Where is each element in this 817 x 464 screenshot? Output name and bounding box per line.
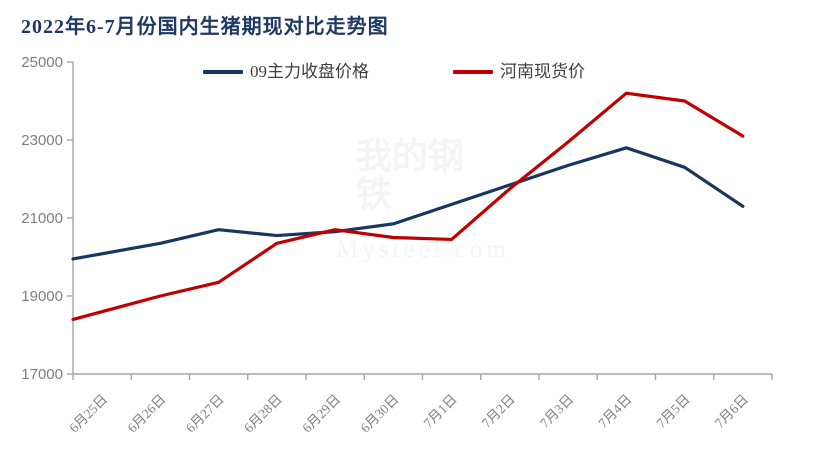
y-tick-label: 19000 <box>21 288 63 305</box>
x-tick-label: 6月26日 <box>124 392 168 436</box>
x-tick-label: 6月28日 <box>241 392 285 436</box>
x-tick-label: 7月5日 <box>654 392 693 431</box>
x-tick-label: 7月6日 <box>712 392 751 431</box>
x-tick-label: 7月1日 <box>421 392 460 431</box>
legend-label-spot: 河南现货价 <box>500 62 585 81</box>
x-tick-label: 6月27日 <box>183 392 227 436</box>
x-tick-label: 7月3日 <box>537 392 576 431</box>
x-tick-label: 6月30日 <box>357 392 401 436</box>
legend-line-swatch-futures <box>203 69 243 74</box>
legend-item-spot: 河南现货价 <box>453 63 585 80</box>
chart-title: 2022年6-7月份国内生猪期现对比走势图 <box>21 16 389 38</box>
legend-line-swatch-spot <box>453 69 493 74</box>
y-tick-label: 21000 <box>21 210 63 227</box>
y-tick-label: 23000 <box>21 132 63 149</box>
series-line-0 <box>71 146 745 261</box>
legend-label-futures: 09主力收盘价格 <box>250 62 369 81</box>
y-tick-label: 17000 <box>21 366 63 383</box>
x-tick-label: 6月29日 <box>299 392 343 436</box>
y-tick-label: 25000 <box>21 54 63 71</box>
x-tick-label: 7月4日 <box>595 392 634 431</box>
x-tick-label: 7月2日 <box>479 392 518 431</box>
legend-item-futures: 09主力收盘价格 <box>203 63 369 80</box>
x-tick-label: 6月25日 <box>66 392 110 436</box>
series-line-1 <box>71 91 745 321</box>
